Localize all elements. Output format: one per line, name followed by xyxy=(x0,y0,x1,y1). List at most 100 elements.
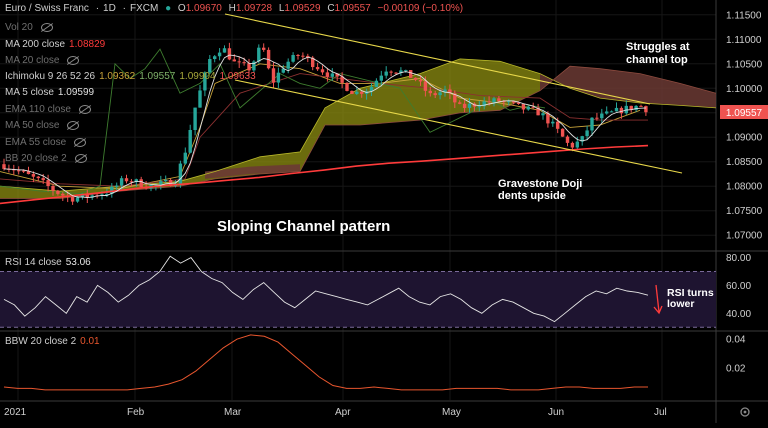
hidden-eye-icon[interactable] xyxy=(78,104,91,114)
indicator-ma5[interactable]: MA 5 close 1.09599 xyxy=(5,87,95,98)
candle-body xyxy=(433,93,437,96)
candle-body xyxy=(458,102,462,104)
candle-body xyxy=(281,68,285,73)
bbw-pane[interactable] xyxy=(3,334,648,391)
time-tick-label: Jul xyxy=(654,407,667,418)
annotation-channel-top-1: Struggles at xyxy=(626,41,690,53)
indicator-ema110[interactable]: EMA 110 close xyxy=(5,104,95,115)
candle-body xyxy=(453,93,457,103)
channel-lines xyxy=(224,13,683,174)
candle-body xyxy=(320,69,325,73)
candle-body xyxy=(605,111,609,114)
bbw-legend[interactable]: BBW 20 close 2 0.01 xyxy=(5,336,100,347)
channel-upper xyxy=(224,13,651,105)
indicator-ma50[interactable]: MA 50 close xyxy=(5,120,83,131)
candle-body xyxy=(379,75,383,81)
price-tick-label: 1.10500 xyxy=(726,59,763,70)
moving-averages xyxy=(0,54,649,205)
rsi-legend[interactable]: RSI 14 close 53.06 xyxy=(5,257,91,268)
candle-body xyxy=(80,193,85,198)
rsi-pane[interactable] xyxy=(0,255,716,328)
candle-body xyxy=(325,72,330,77)
symbol-header[interactable]: Euro / Swiss Franc · 1D · FXCM ● O1.09670 … xyxy=(5,3,471,14)
candle-body xyxy=(61,193,65,196)
candle-body xyxy=(119,178,124,186)
candle-body xyxy=(110,186,114,194)
candle-body xyxy=(232,59,236,62)
indicator-vol20[interactable]: Vol 20 xyxy=(5,22,57,33)
candle-body xyxy=(575,141,579,148)
time-tick-label: May xyxy=(442,407,461,418)
cloud-bearish xyxy=(540,66,716,108)
candle-body xyxy=(2,164,6,169)
annotation-rsi-1: RSI turns xyxy=(667,287,714,299)
candle-body xyxy=(516,102,521,105)
candle-body xyxy=(502,101,506,103)
candle-body xyxy=(311,57,315,68)
candle-body xyxy=(413,77,418,80)
rsi-down-arrow xyxy=(653,284,663,315)
candle-body xyxy=(462,103,467,108)
candle-body xyxy=(75,197,80,202)
candle-body xyxy=(384,71,388,76)
candle-body xyxy=(115,185,119,187)
candle-body xyxy=(590,117,594,131)
candle-body xyxy=(428,90,432,94)
bbw-line xyxy=(3,334,648,391)
candle-body xyxy=(276,72,281,83)
ohlc-readout: O1.09670 H1.09728 L1.09529 C1.09557 −0.0… xyxy=(177,3,464,14)
bbw-tick-label: 0.02 xyxy=(726,364,746,375)
price-tick-label: 1.11000 xyxy=(726,35,762,46)
price-tick-label: 1.10000 xyxy=(726,84,763,95)
candle-body xyxy=(409,70,413,78)
candle-body xyxy=(164,179,168,182)
price-tick-label: 1.08000 xyxy=(726,182,763,193)
candle-body xyxy=(36,176,40,179)
candle-body xyxy=(139,179,143,187)
candle-body xyxy=(546,113,550,124)
candle-body xyxy=(609,111,614,113)
candle-body xyxy=(511,101,516,103)
candlesticks[interactable] xyxy=(2,42,648,205)
candle-body xyxy=(423,81,428,91)
indicator-bb20[interactable]: BB 20 close 2 xyxy=(5,153,91,164)
ichimoku-cloud xyxy=(0,58,717,199)
candle-body xyxy=(134,179,138,183)
candle-body xyxy=(600,113,604,119)
channel-lower xyxy=(234,79,683,174)
time-tick-label: Jun xyxy=(548,407,564,418)
candle-body xyxy=(350,90,354,94)
candle-body xyxy=(394,72,398,74)
candle-body xyxy=(399,70,403,74)
hidden-eye-icon[interactable] xyxy=(74,153,87,163)
indicator-ma20[interactable]: MA 20 close xyxy=(5,55,83,66)
indicator-ma200[interactable]: MA 200 close 1.08829 xyxy=(5,39,106,50)
span-b xyxy=(0,65,717,199)
settings-gear-icon[interactable] xyxy=(740,407,750,417)
cloud-bullish xyxy=(0,58,540,199)
candle-body xyxy=(614,107,619,112)
candle-body xyxy=(237,61,241,63)
indicator-ichimoku[interactable]: Ichimoku 9 26 52 26 1.09362 1.09557 1.09904… xyxy=(5,71,256,82)
candle-body xyxy=(41,178,45,181)
time-tick-label: Apr xyxy=(335,407,351,418)
candle-body xyxy=(129,181,134,183)
ma5-line xyxy=(3,54,646,198)
candle-body xyxy=(124,178,129,182)
candle-body xyxy=(443,89,447,93)
candle-body xyxy=(17,170,21,172)
time-tick-label: Mar xyxy=(224,407,242,418)
indicator-ema55[interactable]: EMA 55 close xyxy=(5,137,90,148)
price-tick-label: 1.09000 xyxy=(726,133,763,144)
candle-body xyxy=(85,193,89,198)
candle-body xyxy=(227,48,232,60)
candle-body xyxy=(521,104,526,110)
hidden-eye-icon[interactable] xyxy=(67,120,80,130)
candle-body xyxy=(389,71,393,73)
candle-body xyxy=(644,106,648,113)
hidden-eye-icon[interactable] xyxy=(67,55,80,65)
hidden-eye-icon[interactable] xyxy=(74,137,87,147)
hidden-eye-icon[interactable] xyxy=(40,22,53,32)
